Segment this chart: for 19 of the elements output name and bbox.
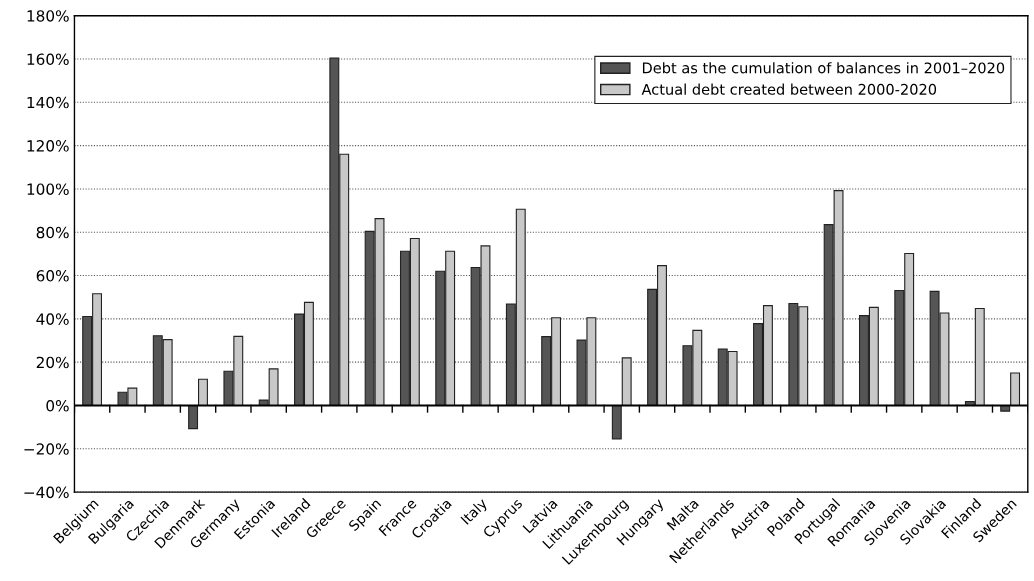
y-tick-label: 140%: [27, 96, 69, 109]
y-tick-label: −40%: [24, 486, 69, 499]
bar: [621, 357, 632, 407]
y-tick-label: 80%: [36, 226, 69, 239]
y-tick-label: −20%: [24, 443, 69, 455]
bar: [188, 404, 199, 430]
legend-label: Debt as the cumulation of balances in 2001–2020: [642, 62, 1005, 74]
legend-label: Actual debt created between 2000-2020: [641, 83, 937, 95]
bar: [198, 378, 208, 407]
y-tick-label: 40%: [36, 313, 69, 325]
y-tick-label: 20%: [36, 356, 69, 369]
y-tick-label: 0%: [46, 399, 69, 412]
y-tick-label: 160%: [27, 53, 69, 66]
bar: [1010, 372, 1021, 407]
bar: [611, 404, 622, 440]
y-tick-label: 180%: [27, 10, 69, 22]
y-tick-label: 120%: [27, 140, 69, 152]
y-tick-label: 60%: [36, 270, 69, 282]
y-tick-label: 100%: [27, 183, 69, 195]
